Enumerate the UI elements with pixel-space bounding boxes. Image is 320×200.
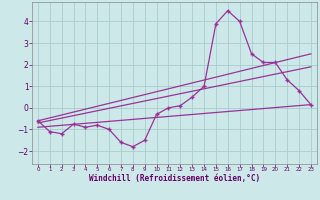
X-axis label: Windchill (Refroidissement éolien,°C): Windchill (Refroidissement éolien,°C): [89, 174, 260, 183]
